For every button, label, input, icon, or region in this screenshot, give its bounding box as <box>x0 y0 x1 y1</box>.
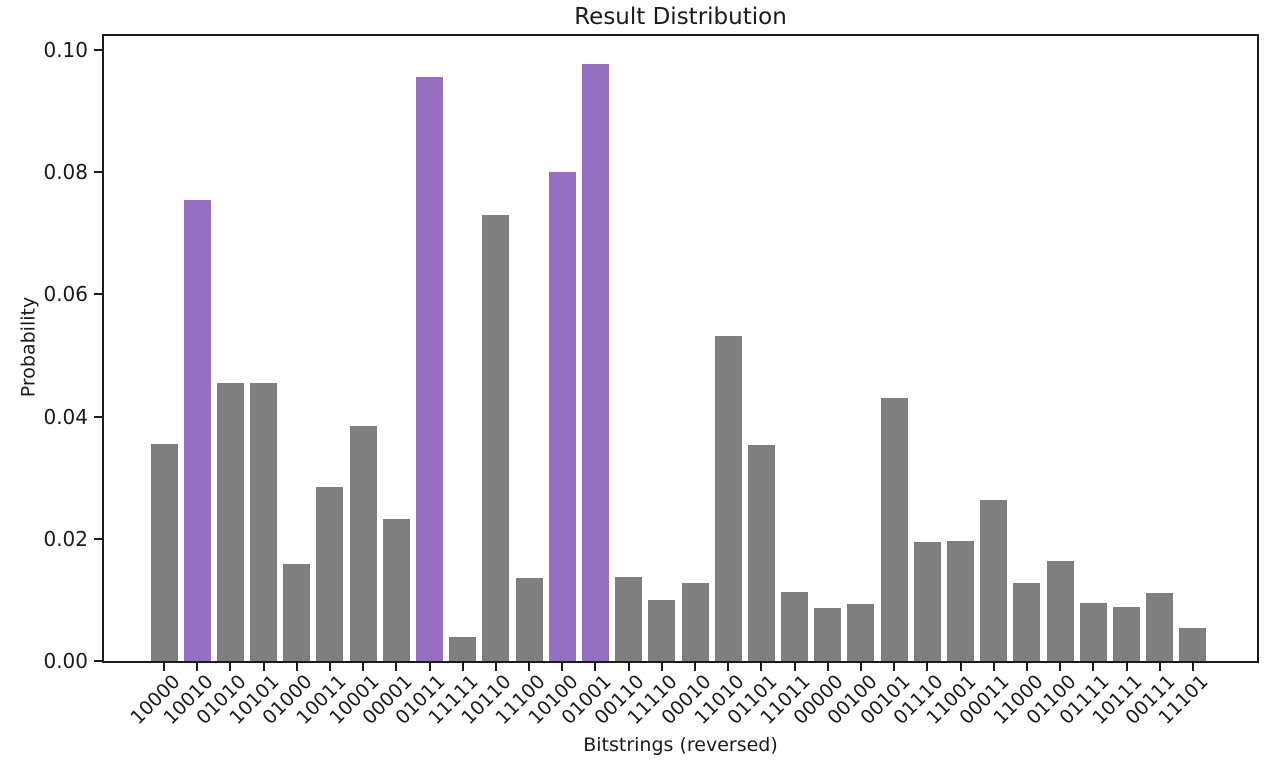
bar-00001 <box>382 519 410 661</box>
x-tick-mark <box>1025 663 1028 671</box>
y-tick-mark <box>94 49 102 52</box>
x-tick-mark <box>461 663 464 671</box>
bar-10000 <box>150 444 178 661</box>
y-axis-label: Probability <box>17 296 40 398</box>
y-tick-mark <box>94 293 102 296</box>
bar-01101 <box>747 445 775 661</box>
plot-area <box>102 34 1259 663</box>
bar-01111 <box>1079 603 1107 661</box>
x-tick-mark <box>229 663 232 671</box>
y-tick-label: 0.00 <box>43 649 88 673</box>
bar-11010 <box>714 336 742 661</box>
bar-10111 <box>1113 607 1140 661</box>
bar-01000 <box>283 564 311 661</box>
x-axis-label: Bitstrings (reversed) <box>583 734 778 756</box>
bar-10001 <box>349 426 377 661</box>
bar-11110 <box>648 600 676 661</box>
x-tick-mark <box>992 663 995 671</box>
bar-10011 <box>316 487 344 661</box>
x-tick-mark <box>362 663 365 671</box>
y-tick-mark <box>94 415 102 418</box>
bar-01001 <box>581 64 609 661</box>
bar-11101 <box>1179 628 1207 661</box>
x-tick-mark <box>959 663 962 671</box>
bar-10101 <box>250 383 278 661</box>
x-tick-mark <box>826 663 829 671</box>
x-tick-mark <box>328 663 331 671</box>
y-tick-label: 0.06 <box>43 282 88 307</box>
x-tick-mark <box>1092 663 1095 671</box>
x-tick-mark <box>494 663 497 671</box>
bar-00010 <box>681 583 709 661</box>
x-tick-mark <box>295 663 298 671</box>
x-tick-mark <box>793 663 796 671</box>
y-tick-label: 0.02 <box>43 526 88 551</box>
bar-00011 <box>980 500 1008 661</box>
x-tick-mark <box>594 663 597 671</box>
y-tick-mark <box>94 537 102 540</box>
bar-11000 <box>1013 583 1041 661</box>
bar-00110 <box>615 577 643 661</box>
x-tick-mark <box>627 663 630 671</box>
bar-01010 <box>216 383 244 661</box>
bar-00111 <box>1146 593 1174 661</box>
y-tick-label: 0.08 <box>43 160 88 185</box>
x-tick-mark <box>694 663 697 671</box>
x-tick-mark <box>561 663 564 671</box>
chart-title: Result Distribution <box>574 4 787 30</box>
bar-11111 <box>449 637 477 661</box>
x-tick-mark <box>196 663 199 671</box>
x-tick-mark <box>859 663 862 671</box>
bar-00100 <box>847 604 875 661</box>
x-tick-mark <box>1059 663 1062 671</box>
x-tick-mark <box>660 663 663 671</box>
x-tick-mark <box>1125 663 1128 671</box>
bar-11100 <box>515 578 543 661</box>
x-tick-mark <box>1191 663 1194 671</box>
x-tick-mark <box>1158 663 1161 671</box>
bar-10110 <box>482 215 510 661</box>
x-tick-mark <box>926 663 929 671</box>
y-tick-label: 0.10 <box>43 38 88 63</box>
bar-01100 <box>1046 561 1074 661</box>
x-tick-mark <box>528 663 531 671</box>
y-tick-mark <box>94 660 102 662</box>
x-tick-mark <box>395 663 398 671</box>
bar-10100 <box>548 172 576 661</box>
y-tick-mark <box>94 171 102 174</box>
bar-00000 <box>814 608 842 661</box>
x-tick-mark <box>428 663 431 671</box>
bar-11001 <box>947 541 975 661</box>
bar-01011 <box>416 77 444 661</box>
bar-10010 <box>183 200 211 661</box>
x-tick-mark <box>893 663 896 671</box>
bar-01110 <box>913 542 941 661</box>
x-tick-mark <box>163 663 165 671</box>
y-tick-label: 0.04 <box>43 404 88 429</box>
bar-11011 <box>781 592 809 661</box>
bar-00101 <box>880 398 908 661</box>
x-tick-mark <box>760 663 763 671</box>
x-tick-mark <box>262 663 265 671</box>
x-tick-mark <box>727 663 730 671</box>
